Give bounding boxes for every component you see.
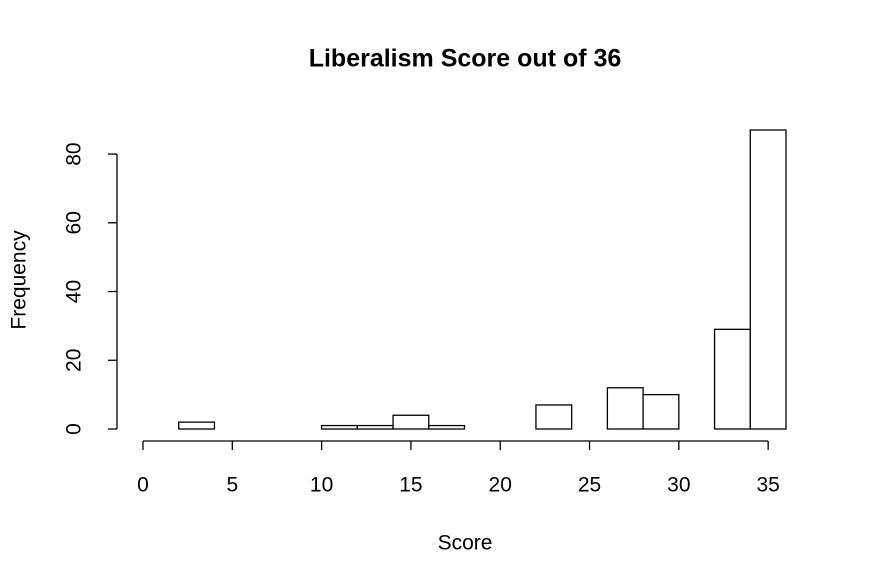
- y-tick-label: 60: [63, 211, 86, 234]
- bar: [606, 387, 644, 430]
- y-tick-label: 80: [63, 142, 86, 165]
- x-tick-label: 0: [137, 474, 149, 497]
- x-tick-label: 10: [310, 474, 333, 497]
- bar: [178, 421, 216, 430]
- y-tick-label: 40: [63, 280, 86, 303]
- x-tick-label: 15: [399, 474, 422, 497]
- bar: [392, 414, 430, 430]
- bar: [642, 393, 680, 430]
- x-tick-label: 5: [226, 474, 238, 497]
- y-tick-label: 20: [63, 349, 86, 372]
- x-tick-label: 25: [578, 474, 601, 497]
- chart-title: Liberalism Score out of 36: [309, 45, 622, 73]
- x-tick-label: 35: [756, 474, 779, 497]
- bar: [749, 129, 787, 430]
- bar: [428, 424, 466, 430]
- x-tick-label: 30: [667, 474, 690, 497]
- bar: [713, 328, 751, 430]
- y-tick-label: 0: [63, 423, 86, 435]
- bar: [356, 424, 394, 430]
- x-tick-label: 20: [489, 474, 512, 497]
- bar: [320, 424, 358, 430]
- x-axis-label: Score: [438, 532, 493, 555]
- bar: [535, 404, 573, 430]
- y-axis-label: Frequency: [8, 230, 31, 330]
